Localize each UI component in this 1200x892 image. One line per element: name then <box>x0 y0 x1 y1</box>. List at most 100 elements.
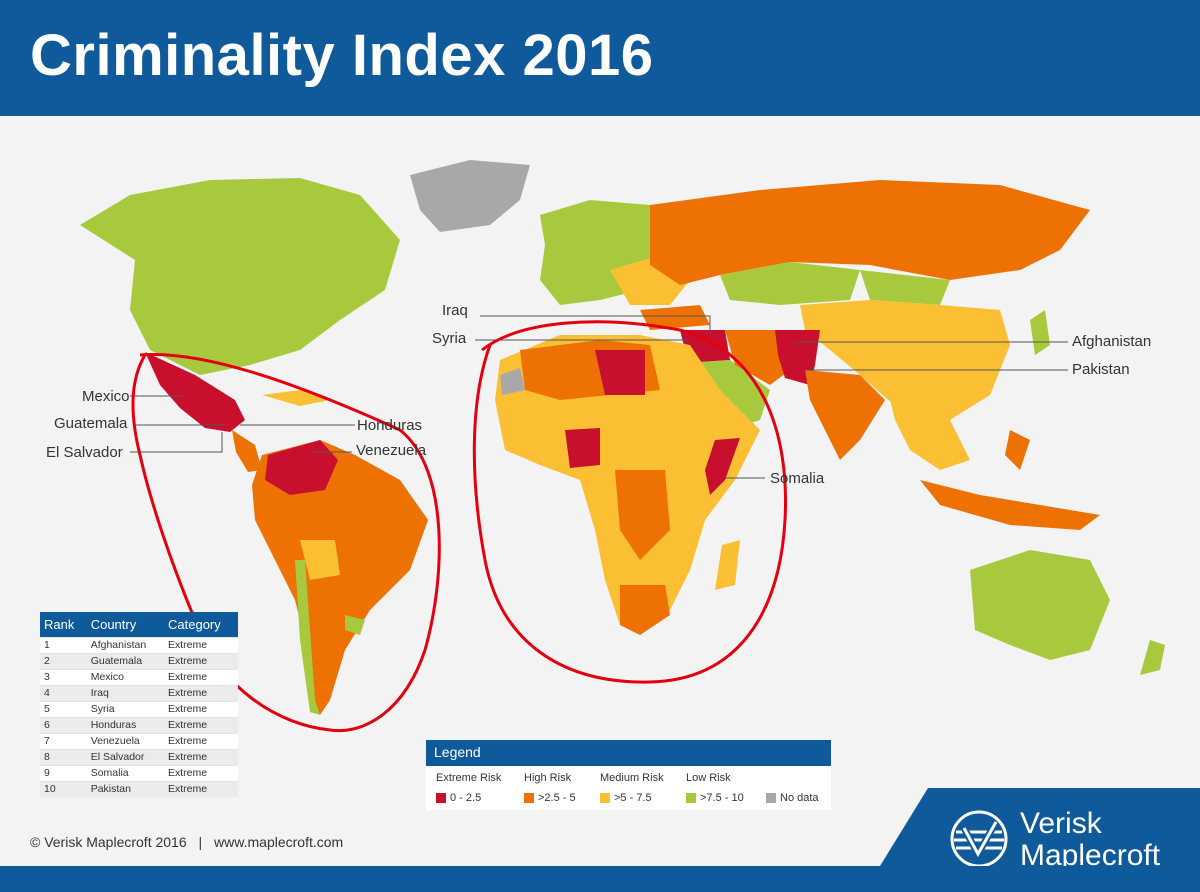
table-row: 5 Syria Extreme <box>40 701 238 718</box>
country-cell: El Salvador <box>86 749 164 766</box>
region-japan <box>1030 310 1050 355</box>
legend-high-item: >2.5 - 5 <box>524 792 576 804</box>
brand-panel <box>880 788 1200 866</box>
rank-cell: 2 <box>40 653 87 670</box>
legend-nodata-label: No data <box>780 792 819 804</box>
rank-cell: 3 <box>40 669 87 686</box>
label-afghanistan: Afghanistan <box>1072 333 1152 350</box>
region-bolivia <box>300 540 340 580</box>
rank-cell: 1 <box>40 637 87 654</box>
country-cell: Guatemala <box>86 653 164 670</box>
region-china <box>800 300 1010 420</box>
legend-extreme-name: Extreme Risk <box>436 772 502 784</box>
rank-cell: 9 <box>40 765 87 782</box>
rank-cell: 10 <box>40 781 87 797</box>
legend-low-range: >7.5 - 10 <box>700 792 744 804</box>
region-somalia <box>705 438 740 495</box>
category-cell: Extreme <box>164 717 238 734</box>
region-south-america <box>252 440 428 715</box>
legend-extreme-range: 0 - 2.5 <box>450 792 482 804</box>
swatch-high <box>524 793 534 804</box>
category-cell: Extreme <box>164 669 238 686</box>
category-cell: Extreme <box>164 733 238 750</box>
category-cell: Extreme <box>164 749 238 766</box>
category-cell: Extreme <box>164 701 238 718</box>
table-row: 1 Afghanistan Extreme <box>40 637 238 654</box>
region-indonesia <box>920 480 1100 530</box>
region-uruguay <box>345 615 365 635</box>
swatch-extreme <box>436 793 446 804</box>
label-iraq: Iraq <box>442 302 468 319</box>
annotation-circle-americas <box>131 352 441 733</box>
region-iran <box>725 330 790 385</box>
legend-medium-item: >5 - 7.5 <box>600 792 652 804</box>
label-syria: Syria <box>432 330 467 347</box>
table-row: 10 Pakistan Extreme <box>40 781 238 797</box>
copyright-text: © Verisk Maplecroft 2016 <box>30 834 187 850</box>
region-nigeria <box>565 428 600 468</box>
country-cell: Syria <box>86 701 164 718</box>
callout-line-iraq <box>480 315 711 335</box>
region-philippines <box>1005 430 1030 470</box>
region-venezuela <box>265 440 338 495</box>
legend-high-range: >2.5 - 5 <box>538 792 576 804</box>
country-cell: Pakistan <box>86 781 164 797</box>
category-cell: Extreme <box>164 765 238 782</box>
category-cell: Extreme <box>164 637 238 654</box>
table-row: 3 Mexico Extreme <box>40 669 238 686</box>
page-title: Criminality Index 2016 <box>30 23 654 88</box>
swatch-nodata <box>766 793 776 804</box>
legend-low-name: Low Risk <box>686 772 731 784</box>
region-libya <box>595 350 645 395</box>
region-chile <box>295 560 320 715</box>
country-cell: Honduras <box>86 717 164 734</box>
rank-cell: 8 <box>40 749 87 766</box>
ranking-header-category: Category <box>164 612 238 638</box>
table-row: 2 Guatemala Extreme <box>40 653 238 670</box>
country-cell: Venezuela <box>86 733 164 750</box>
label-venezuela: Venezuela <box>356 442 427 459</box>
region-kazakhstan <box>720 262 860 305</box>
category-cell: Extreme <box>164 685 238 702</box>
footer-separator: | <box>198 834 203 850</box>
region-central-america <box>232 430 262 472</box>
rank-cell: 4 <box>40 685 87 702</box>
region-india <box>805 370 885 460</box>
country-cell: Mexico <box>86 669 164 686</box>
region-south-africa <box>620 585 670 635</box>
legend-extreme-item: 0 - 2.5 <box>436 792 481 804</box>
region-north-america <box>80 178 400 375</box>
rank-cell: 5 <box>40 701 87 718</box>
annotation-circle-africa <box>472 320 788 684</box>
legend-medium-range: >5 - 7.5 <box>614 792 652 804</box>
verisk-logo-icon <box>950 810 1008 868</box>
ranking-header-rank: Rank <box>40 612 87 638</box>
label-pakistan: Pakistan <box>1072 361 1130 378</box>
table-row: 7 Venezuela Extreme <box>40 733 238 750</box>
legend-title: Legend <box>426 740 831 766</box>
brand-name: Verisk Maplecroft <box>1020 808 1160 872</box>
bottom-bar <box>0 866 1200 892</box>
footer-credit: © Verisk Maplecroft 2016 | www.maplecrof… <box>30 834 343 850</box>
region-greenland <box>410 160 530 232</box>
label-somalia: Somalia <box>770 470 825 487</box>
swatch-low <box>686 793 696 804</box>
swatch-medium <box>600 793 610 804</box>
region-turkey <box>640 305 710 330</box>
table-row: 8 El Salvador Extreme <box>40 749 238 766</box>
header-bar: Criminality Index 2016 <box>0 0 1200 116</box>
footer-url[interactable]: www.maplecroft.com <box>214 834 344 850</box>
category-cell: Extreme <box>164 653 238 670</box>
ranking-header-country: Country <box>86 612 164 638</box>
table-row: 9 Somalia Extreme <box>40 765 238 782</box>
table-row: 6 Honduras Extreme <box>40 717 238 734</box>
rank-cell: 6 <box>40 717 87 734</box>
table-row: 4 Iraq Extreme <box>40 685 238 702</box>
callout-line-el-salvador <box>130 432 223 453</box>
ranking-header-row: Rank Country Category <box>40 612 238 638</box>
region-se-asia <box>890 400 970 470</box>
legend-medium-name: Medium Risk <box>600 772 664 784</box>
region-mongolia <box>860 270 950 305</box>
region-madagascar <box>715 540 740 590</box>
legend-nodata-item: No data <box>766 792 819 804</box>
